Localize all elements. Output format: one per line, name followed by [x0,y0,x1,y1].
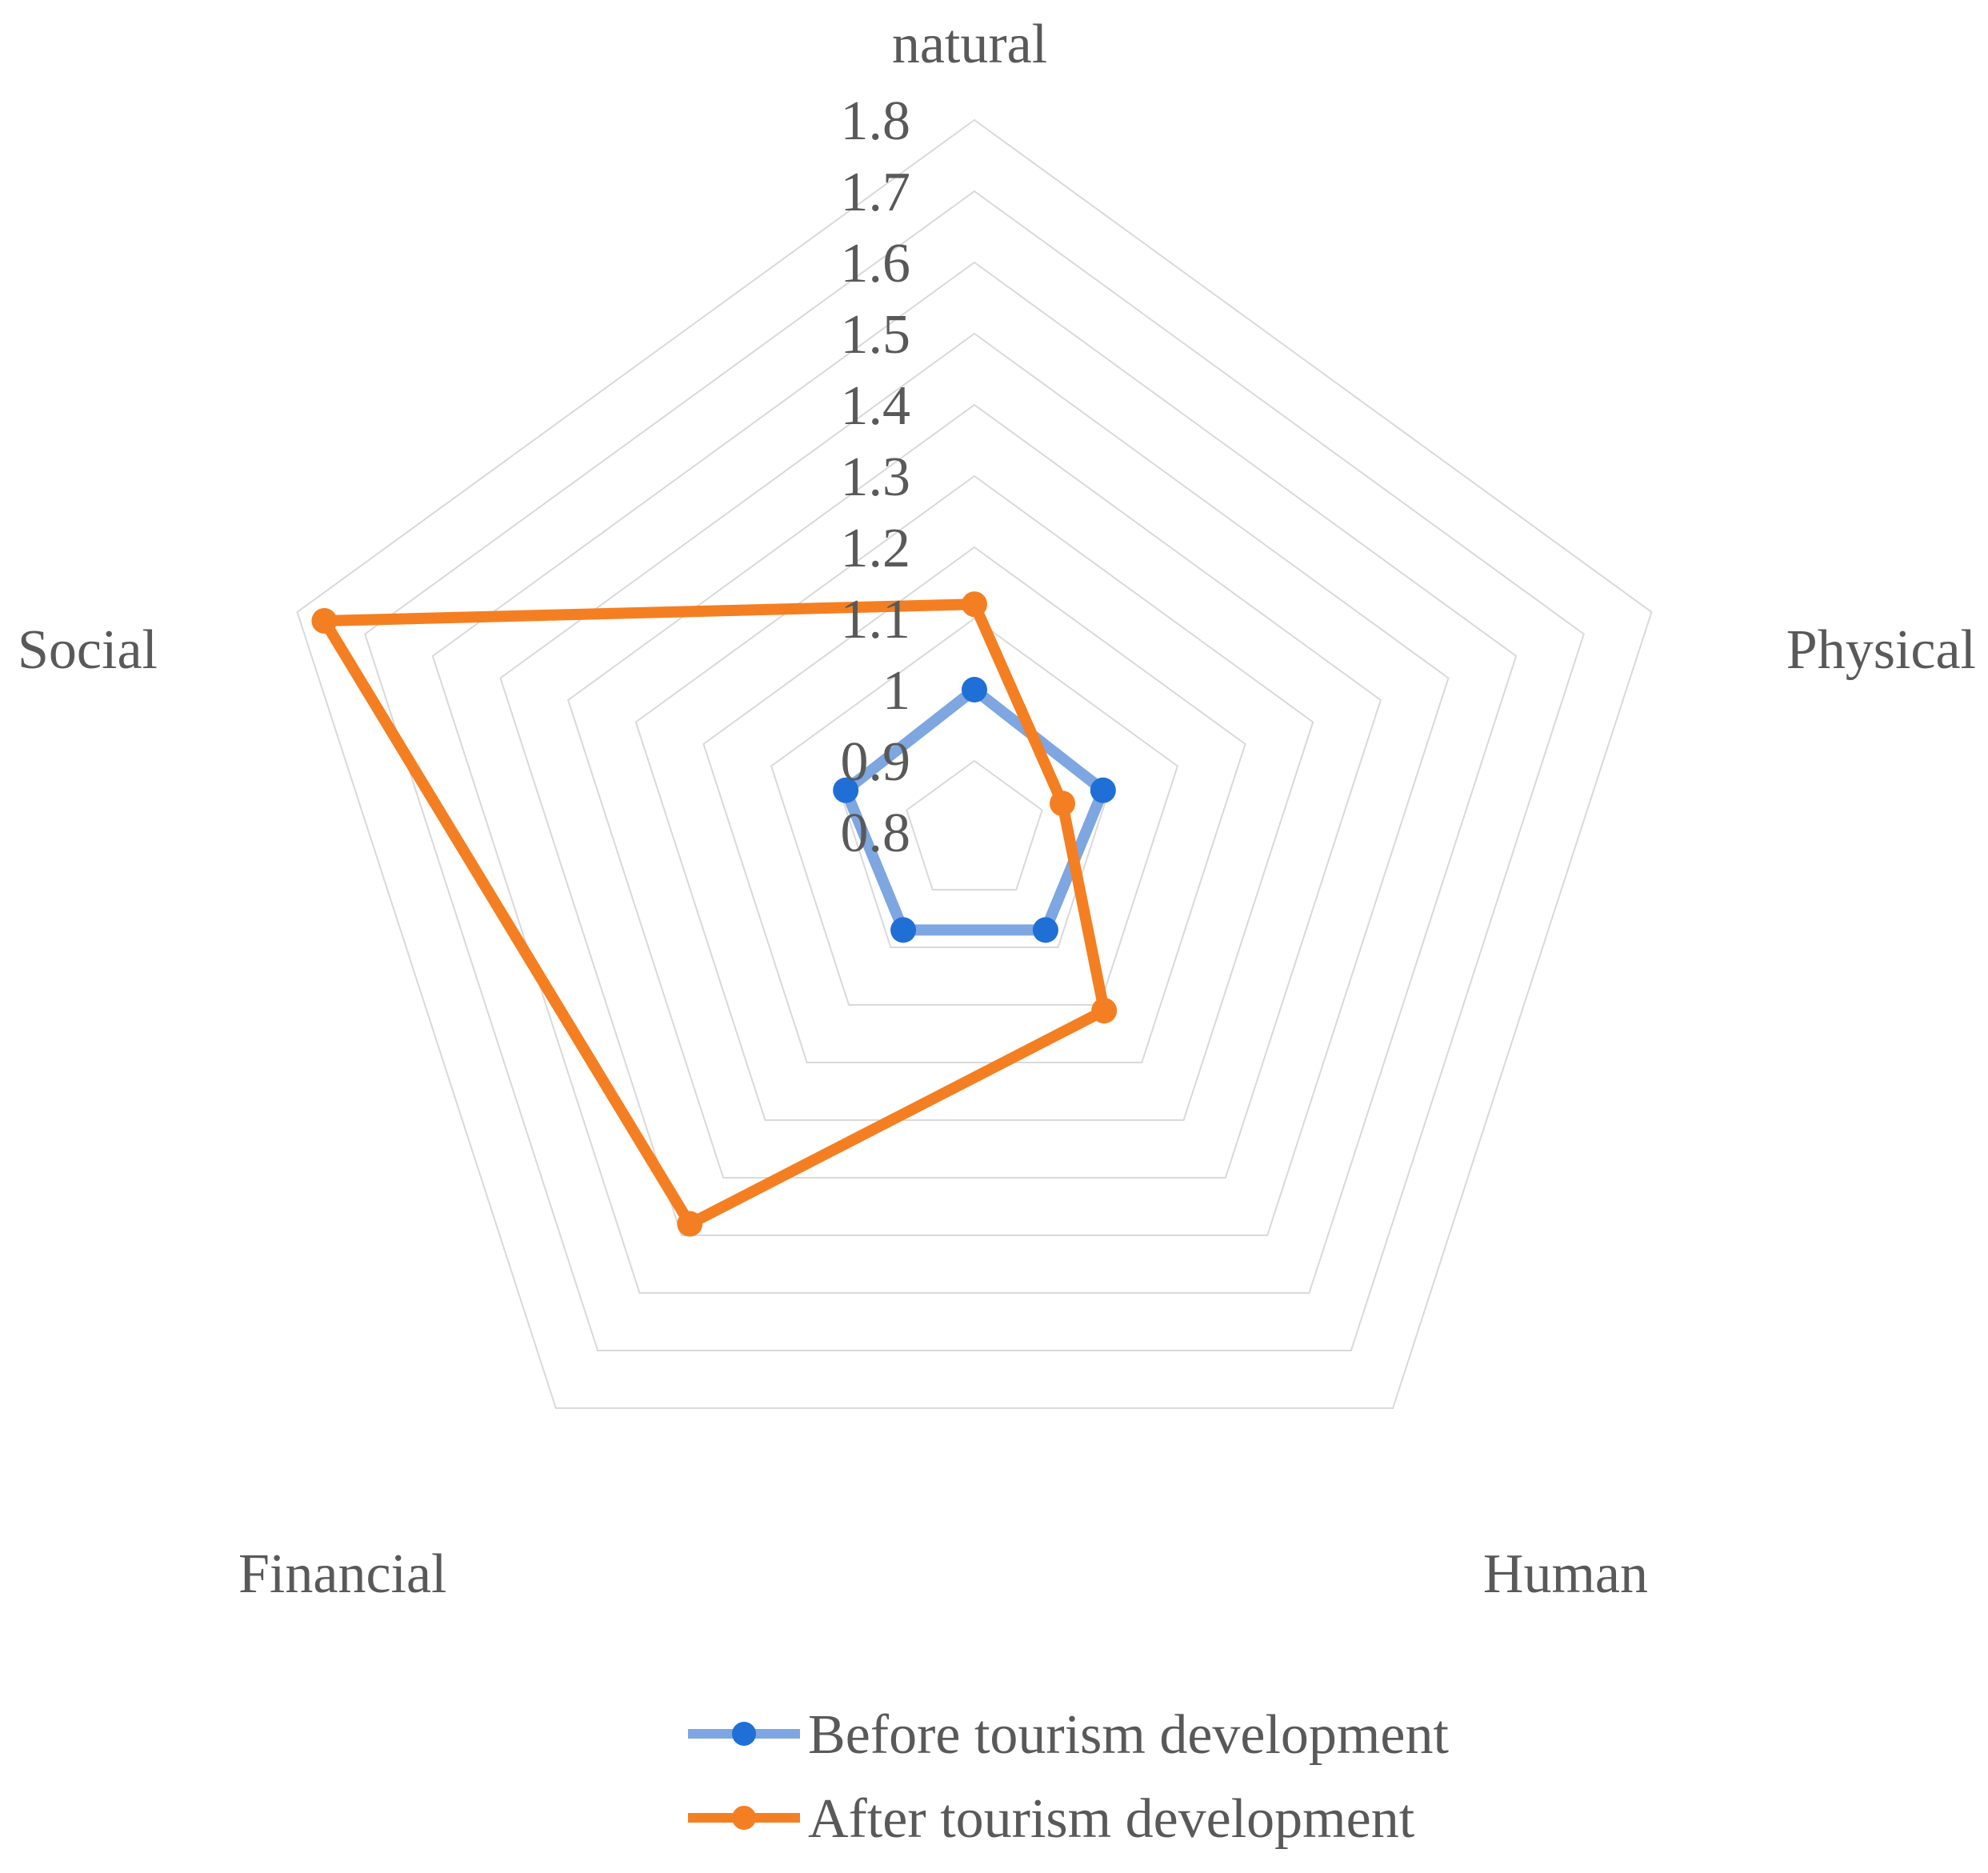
data-point-1-4 [311,607,338,634]
tick-label: 1.6 [841,233,911,294]
radial-tick-labels: 0.8 0.9 1 1.1 1.2 1.3 1.4 1.5 1.6 1.7 1.8 [841,90,911,864]
tick-label: 1.3 [841,446,911,508]
series-0 [833,677,1116,943]
legend-swatch-marker [732,1722,756,1746]
series-line-1 [318,598,1110,1230]
tick-label: 1.7 [841,162,911,223]
grid-ring-1.5 [499,332,1450,1237]
tick-label: 1 [882,660,910,722]
legend-item-0: Before tourism development [688,1704,1449,1766]
category-label-human: Human [1483,1543,1648,1605]
data-point-0-3 [890,917,917,943]
tick-label: 1.1 [841,589,911,650]
tick-label: 1.4 [841,375,911,437]
grid-ring-0.9 [906,759,1043,891]
grid-ring-1.2 [702,546,1246,1064]
tick-label: 1.5 [841,304,911,366]
category-label-physical: Physical [1786,619,1976,681]
category-label-natural: natural [892,14,1047,75]
data-point-0-0 [962,677,987,702]
tick-label: 1.8 [841,90,911,152]
series-1 [311,591,1118,1237]
tick-label: 0.9 [841,731,911,793]
grid-ring-1.7 [364,190,1585,1352]
grid-ring-1.3 [634,474,1314,1122]
tick-label: 1.2 [841,518,911,579]
data-point-1-1 [1050,790,1076,817]
data-point-1-0 [962,591,987,618]
series-line-0 [840,684,1109,936]
grid-ring-1.6 [431,261,1518,1295]
legend-label: Before tourism development [808,1704,1449,1766]
data-point-0-2 [1032,917,1058,943]
data-point-0-1 [1090,777,1116,803]
grid-ring-1.4 [566,403,1382,1179]
data-point-1-2 [1091,998,1118,1024]
category-label-financial: Financial [238,1543,446,1605]
grid-ring-1.1 [770,617,1179,1007]
data-point-1-3 [677,1211,703,1237]
category-label-social: Social [18,619,158,681]
grid-ring-1.8 [296,118,1653,1410]
tick-label: 0.8 [841,802,911,864]
legend-item-1: After tourism development [688,1788,1415,1850]
series-layer [311,591,1118,1237]
radar-grid [296,118,1653,1410]
legend-label: After tourism development [808,1788,1415,1850]
category-labels: natural Physical Human Financial Social [18,14,1976,1605]
legend: Before tourism development After tourism … [688,1704,1449,1850]
data-point-0-4 [833,777,859,803]
legend-swatch-marker [732,1806,756,1830]
